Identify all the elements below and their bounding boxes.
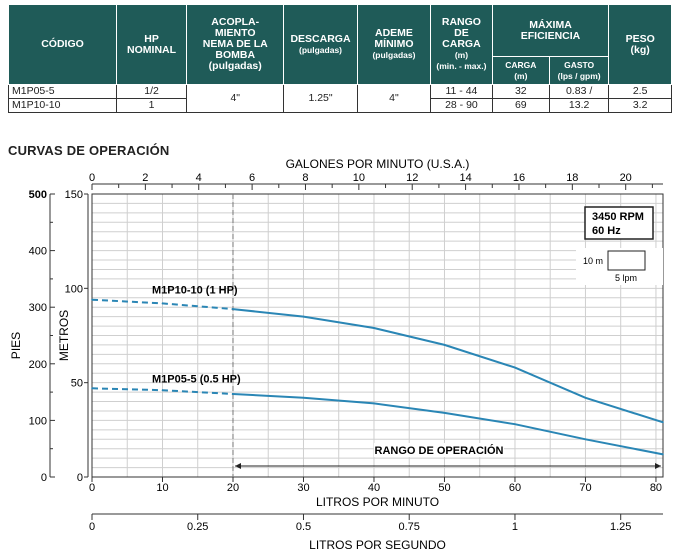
data-point xyxy=(514,423,516,425)
meters-axis-tick-label: 0 xyxy=(77,472,83,484)
cell-descarga: 1.25" xyxy=(283,84,358,113)
cell-hp: 1 xyxy=(115,98,188,113)
lps-axis-title: LITROS POR SEGUNDO xyxy=(309,538,446,552)
feet-axis-tick-label: 500 xyxy=(29,189,47,201)
feet-axis-tick-label: 200 xyxy=(29,359,47,371)
meters-axis-tick-label: 100 xyxy=(65,283,83,295)
x-axis-tick-label: 50 xyxy=(438,482,450,494)
cell-ademe: 4" xyxy=(356,84,432,113)
lps-axis-tick-label: 1.25 xyxy=(610,521,631,533)
scale-key-box xyxy=(607,250,646,271)
top-axis-title: GALONES POR MINUTO (U.S.A.) xyxy=(286,157,470,171)
header-acople: ACOPLA- MIENTO NEMA DE LA BOMBA (pulgadas) xyxy=(186,4,285,85)
data-point xyxy=(302,396,305,399)
cell-carga: 69 xyxy=(491,98,550,113)
header-ademe: ADEME MÍNIMO (pulgadas) xyxy=(356,4,432,85)
series-label: M1P05-5 (0.5 HP) xyxy=(152,373,241,385)
feet-axis-title: PIES xyxy=(9,332,23,359)
rpm-box xyxy=(584,206,654,240)
operation-range-label-bg xyxy=(374,443,504,457)
series-label: M1P10-10 (1 HP) xyxy=(152,285,238,297)
lps-axis-tick-label: 0.75 xyxy=(399,521,420,533)
top-axis-tick-label: 4 xyxy=(196,172,202,184)
data-point xyxy=(232,308,234,310)
header-carga: CARGA (m) xyxy=(491,56,550,85)
plot-frame xyxy=(91,193,664,478)
x-axis-tick-label: 10 xyxy=(156,482,168,494)
x-axis-tick-label: 30 xyxy=(297,482,309,494)
header-descarga: DESCARGA (pulgadas) xyxy=(283,4,358,85)
top-axis-tick-label: 10 xyxy=(353,172,365,184)
data-point xyxy=(443,344,446,346)
feet-axis-tick-label: 400 xyxy=(29,246,47,258)
data-point xyxy=(584,438,587,441)
data-point xyxy=(302,315,305,318)
feet-axis-tick-label: 100 xyxy=(29,415,47,427)
cell-codigo: M1P10-10 xyxy=(8,98,117,113)
data-point xyxy=(662,421,664,424)
data-point xyxy=(232,393,234,395)
feet-axis-tick-label: 0 xyxy=(41,472,47,484)
hz-label: 60 Hz xyxy=(592,225,621,237)
lps-axis-tick-label: 0.25 xyxy=(187,521,208,533)
data-point xyxy=(373,402,375,405)
top-axis-tick-label: 2 xyxy=(142,172,148,184)
table-row: M1P05-5 1/2 4" 1.25" 4" 11 - 44 32 0.83 … xyxy=(8,84,672,113)
header-hp: HP NOMINAL xyxy=(115,4,188,85)
rpm-label: 3450 RPM xyxy=(592,211,644,223)
top-axis-tick-label: 12 xyxy=(406,172,418,184)
top-axis-tick-label: 16 xyxy=(513,172,525,184)
scale-key-vertical: 10 m xyxy=(583,256,603,266)
top-axis-tick-label: 8 xyxy=(302,172,308,184)
data-point xyxy=(91,298,93,301)
data-point xyxy=(161,302,164,305)
x-axis-tick-label: 70 xyxy=(579,482,591,494)
operation-range-arrowhead-left xyxy=(234,463,241,469)
lps-axis-tick-label: 1 xyxy=(512,521,518,533)
cell-gasto: 0.83 / xyxy=(548,84,610,99)
x-axis-title: LITROS POR MINUTO xyxy=(316,495,439,509)
header-gasto: GASTO (lps / gpm) xyxy=(548,56,610,85)
table-row: M1P10-10 1 28 - 90 69 13.2 3.2 xyxy=(8,98,672,113)
header-peso: PESO (kg) xyxy=(608,4,672,85)
top-axis-tick-label: 20 xyxy=(620,172,632,184)
top-axis-tick-label: 18 xyxy=(566,172,578,184)
meters-axis-tick-label: 150 xyxy=(65,189,83,201)
header-maxima: MÁXIMA EFICIENCIA xyxy=(491,4,610,57)
data-point xyxy=(662,453,664,456)
spec-table: CÓDIGO HP NOMINAL ACOPLA- MIENTO NEMA DE LA… xyxy=(8,4,672,113)
data-point xyxy=(373,327,375,329)
cell-acople: 4" xyxy=(186,84,285,113)
cell-peso: 3.2 xyxy=(608,98,672,113)
data-point xyxy=(514,366,516,369)
operation-range-arrowhead-right xyxy=(655,463,661,469)
meters-axis-title: METROS xyxy=(57,310,71,361)
lps-axis-tick-label: 0 xyxy=(89,521,95,533)
data-point xyxy=(91,387,93,390)
meters-axis-tick-label: 50 xyxy=(71,378,83,390)
lps-axis-tick-label: 0.5 xyxy=(296,521,311,533)
x-axis-tick-label: 60 xyxy=(509,482,521,494)
header-codigo: CÓDIGO xyxy=(8,4,117,85)
x-axis-tick-label: 80 xyxy=(650,482,662,494)
top-axis-tick-label: 6 xyxy=(249,172,255,184)
data-point xyxy=(584,396,587,399)
x-axis-tick-label: 0 xyxy=(89,482,95,494)
scale-key-horizontal: 5 lpm xyxy=(615,273,637,283)
data-point xyxy=(161,389,164,392)
data-point xyxy=(443,412,446,414)
feet-axis-tick-label: 300 xyxy=(29,302,47,314)
cell-gasto: 13.2 xyxy=(548,98,610,113)
top-axis-tick-label: 14 xyxy=(459,172,471,184)
x-axis-tick-label: 20 xyxy=(227,482,239,494)
top-axis-tick-label: 0 xyxy=(89,172,95,184)
x-axis-tick-label: 40 xyxy=(368,482,380,494)
section-title: CURVAS DE OPERACIÓN xyxy=(8,143,170,158)
operation-range-label: RANGO DE OPERACIÓN xyxy=(375,444,504,457)
